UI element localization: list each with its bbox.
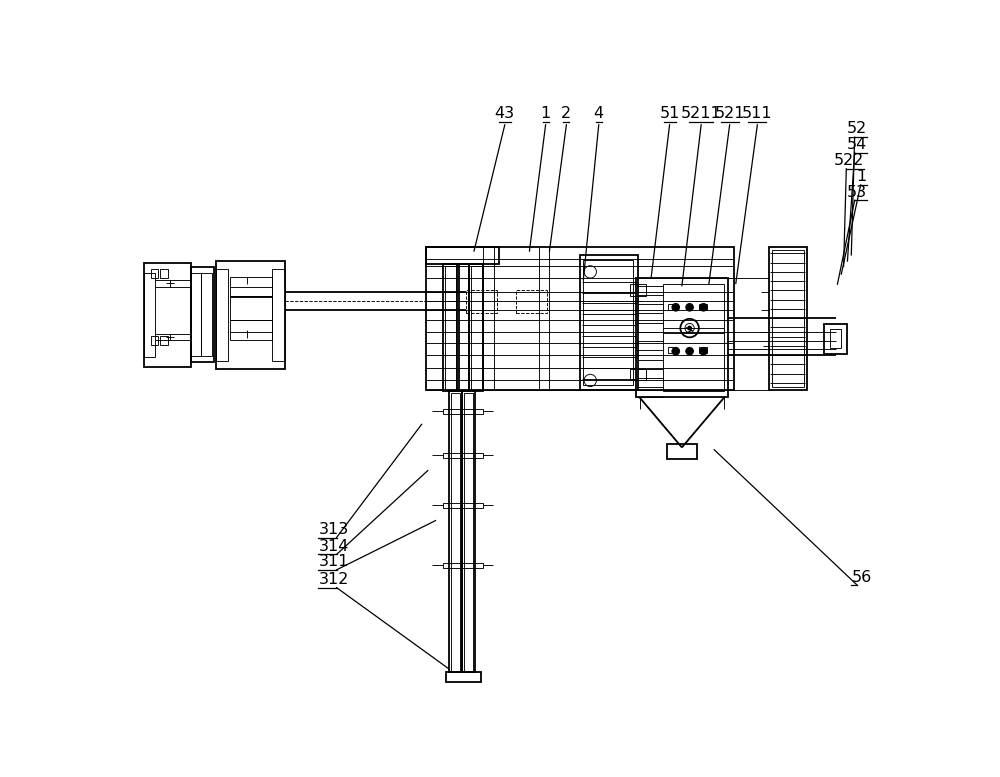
- Text: 522: 522: [834, 153, 864, 168]
- Circle shape: [686, 304, 693, 311]
- Bar: [216, 261, 285, 369]
- Bar: [443, 453, 483, 458]
- Bar: [426, 247, 499, 264]
- Circle shape: [700, 347, 707, 355]
- Bar: [230, 277, 272, 296]
- Bar: [144, 263, 191, 367]
- Circle shape: [688, 326, 691, 329]
- Text: 312: 312: [318, 572, 349, 587]
- Circle shape: [672, 347, 680, 355]
- Bar: [443, 409, 483, 414]
- Text: 311: 311: [318, 554, 349, 569]
- Bar: [462, 392, 475, 672]
- Text: 56: 56: [851, 570, 872, 584]
- Bar: [471, 266, 482, 390]
- Text: 54: 54: [846, 137, 867, 152]
- Bar: [630, 369, 646, 381]
- Bar: [443, 264, 457, 392]
- Text: 1: 1: [856, 169, 867, 184]
- Bar: [191, 274, 201, 356]
- Text: 313: 313: [318, 522, 349, 537]
- Bar: [451, 392, 460, 671]
- Bar: [580, 255, 638, 390]
- Bar: [772, 250, 804, 387]
- Text: 521: 521: [714, 106, 745, 121]
- Bar: [216, 269, 228, 361]
- Bar: [464, 392, 473, 671]
- Bar: [446, 672, 481, 681]
- Bar: [668, 347, 676, 353]
- Bar: [466, 290, 497, 312]
- Circle shape: [686, 347, 693, 355]
- Text: 53: 53: [847, 184, 867, 200]
- Bar: [426, 247, 734, 390]
- Circle shape: [700, 304, 707, 311]
- Text: 4: 4: [594, 106, 604, 121]
- Bar: [445, 266, 456, 390]
- Text: 5211: 5211: [681, 106, 722, 121]
- Text: 43: 43: [495, 106, 515, 121]
- Text: 2: 2: [561, 106, 571, 121]
- Bar: [516, 290, 547, 312]
- Bar: [663, 284, 724, 392]
- Text: 51: 51: [659, 106, 680, 121]
- Bar: [201, 274, 212, 356]
- Bar: [443, 503, 483, 508]
- Bar: [272, 269, 285, 361]
- Bar: [830, 329, 841, 348]
- Text: 1: 1: [540, 106, 551, 121]
- Bar: [151, 336, 158, 345]
- Bar: [769, 247, 807, 390]
- Bar: [449, 392, 462, 672]
- Bar: [636, 278, 728, 397]
- Bar: [469, 264, 483, 392]
- Bar: [459, 264, 469, 392]
- Bar: [668, 305, 676, 310]
- Bar: [630, 284, 646, 296]
- Bar: [699, 305, 707, 310]
- Bar: [160, 269, 168, 278]
- Text: 314: 314: [318, 538, 349, 554]
- Bar: [443, 563, 483, 568]
- Bar: [824, 324, 847, 354]
- Bar: [699, 347, 707, 353]
- Bar: [230, 320, 272, 340]
- Circle shape: [672, 304, 680, 311]
- Text: 511: 511: [742, 106, 773, 121]
- Bar: [230, 296, 272, 320]
- Text: 52: 52: [846, 121, 867, 136]
- Bar: [144, 273, 155, 357]
- Bar: [151, 269, 158, 278]
- Bar: [583, 260, 633, 385]
- Bar: [666, 444, 697, 459]
- Bar: [160, 336, 168, 345]
- Bar: [191, 267, 214, 362]
